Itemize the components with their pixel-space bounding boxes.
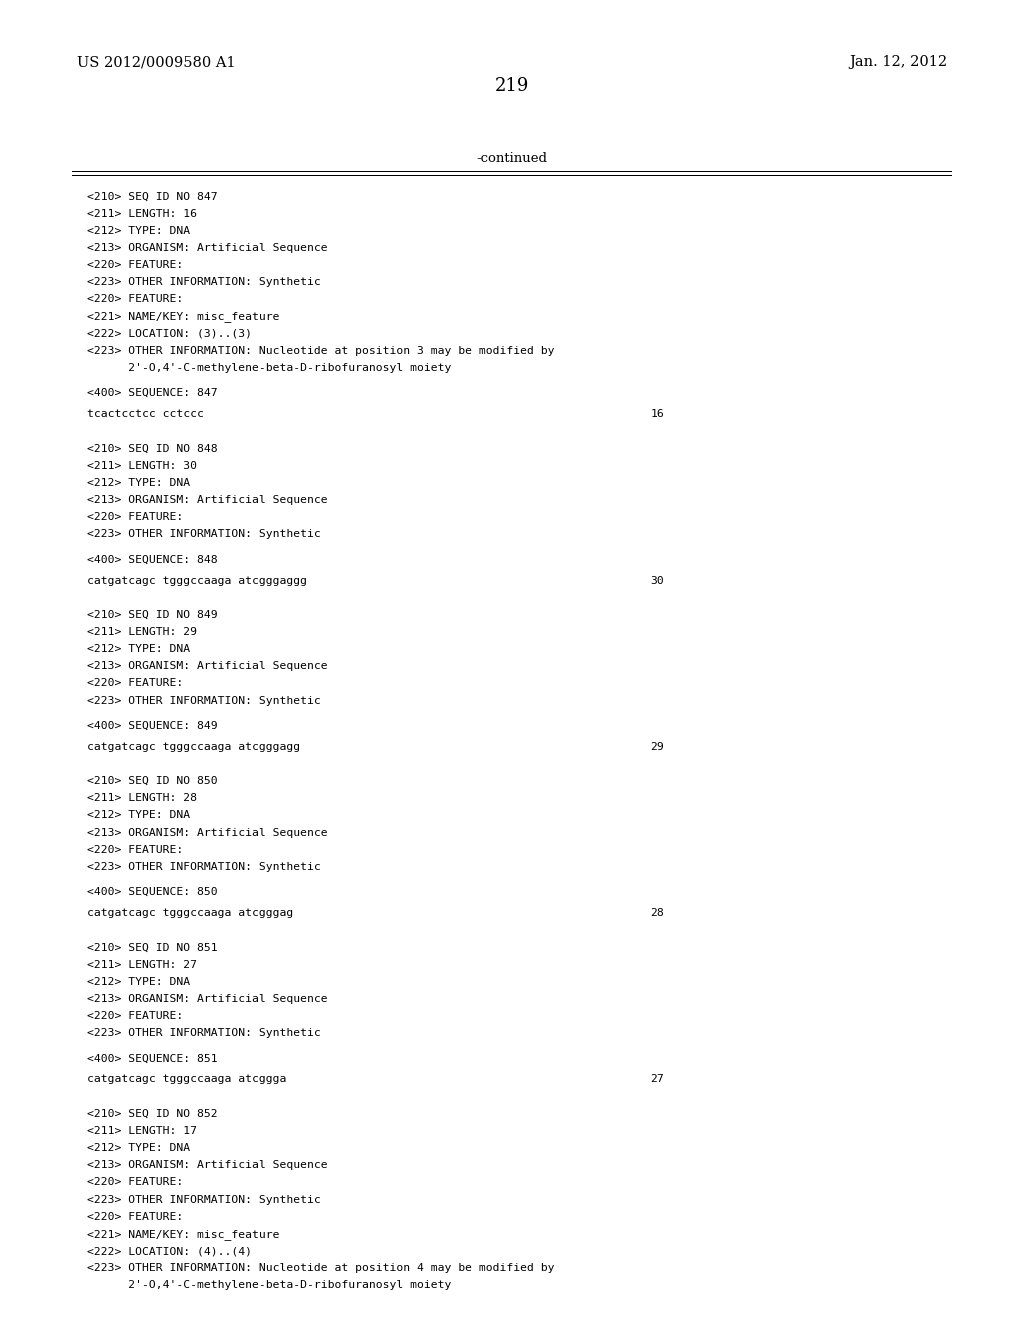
- Text: <223> OTHER INFORMATION: Synthetic: <223> OTHER INFORMATION: Synthetic: [87, 696, 321, 706]
- Text: <400> SEQUENCE: 851: <400> SEQUENCE: 851: [87, 1053, 218, 1064]
- Text: <220> FEATURE:: <220> FEATURE:: [87, 1177, 183, 1188]
- Text: catgatcagc tgggccaaga atcgggagg: catgatcagc tgggccaaga atcgggagg: [87, 742, 300, 752]
- Text: <221> NAME/KEY: misc_feature: <221> NAME/KEY: misc_feature: [87, 1229, 280, 1239]
- Text: <212> TYPE: DNA: <212> TYPE: DNA: [87, 1143, 190, 1154]
- Text: <223> OTHER INFORMATION: Synthetic: <223> OTHER INFORMATION: Synthetic: [87, 277, 321, 288]
- Text: <213> ORGANISM: Artificial Sequence: <213> ORGANISM: Artificial Sequence: [87, 828, 328, 838]
- Text: <210> SEQ ID NO 849: <210> SEQ ID NO 849: [87, 610, 218, 620]
- Text: <223> OTHER INFORMATION: Synthetic: <223> OTHER INFORMATION: Synthetic: [87, 529, 321, 540]
- Text: <220> FEATURE:: <220> FEATURE:: [87, 1212, 183, 1222]
- Text: <210> SEQ ID NO 847: <210> SEQ ID NO 847: [87, 191, 218, 202]
- Text: <223> OTHER INFORMATION: Synthetic: <223> OTHER INFORMATION: Synthetic: [87, 1195, 321, 1205]
- Text: <221> NAME/KEY: misc_feature: <221> NAME/KEY: misc_feature: [87, 312, 280, 322]
- Text: 27: 27: [650, 1074, 664, 1085]
- Text: <210> SEQ ID NO 851: <210> SEQ ID NO 851: [87, 942, 218, 953]
- Text: <210> SEQ ID NO 850: <210> SEQ ID NO 850: [87, 776, 218, 787]
- Text: <212> TYPE: DNA: <212> TYPE: DNA: [87, 478, 190, 488]
- Text: 2'-O,4'-C-methylene-beta-D-ribofuranosyl moiety: 2'-O,4'-C-methylene-beta-D-ribofuranosyl…: [87, 363, 452, 374]
- Text: <223> OTHER INFORMATION: Nucleotide at position 3 may be modified by: <223> OTHER INFORMATION: Nucleotide at p…: [87, 346, 555, 356]
- Text: <223> OTHER INFORMATION: Synthetic: <223> OTHER INFORMATION: Synthetic: [87, 1028, 321, 1039]
- Text: 219: 219: [495, 77, 529, 95]
- Text: <212> TYPE: DNA: <212> TYPE: DNA: [87, 226, 190, 236]
- Text: <400> SEQUENCE: 848: <400> SEQUENCE: 848: [87, 554, 218, 565]
- Text: 29: 29: [650, 742, 664, 752]
- Text: <213> ORGANISM: Artificial Sequence: <213> ORGANISM: Artificial Sequence: [87, 243, 328, 253]
- Text: -continued: -continued: [476, 152, 548, 165]
- Text: catgatcagc tgggccaaga atcgggag: catgatcagc tgggccaaga atcgggag: [87, 908, 293, 919]
- Text: <222> LOCATION: (4)..(4): <222> LOCATION: (4)..(4): [87, 1246, 252, 1257]
- Text: <211> LENGTH: 27: <211> LENGTH: 27: [87, 960, 197, 970]
- Text: <211> LENGTH: 16: <211> LENGTH: 16: [87, 209, 197, 219]
- Text: tcactcctcc cctccc: tcactcctcc cctccc: [87, 409, 204, 420]
- Text: US 2012/0009580 A1: US 2012/0009580 A1: [77, 55, 236, 70]
- Text: <220> FEATURE:: <220> FEATURE:: [87, 678, 183, 689]
- Text: catgatcagc tgggccaaga atcgggaggg: catgatcagc tgggccaaga atcgggaggg: [87, 576, 307, 586]
- Text: <222> LOCATION: (3)..(3): <222> LOCATION: (3)..(3): [87, 329, 252, 339]
- Text: <220> FEATURE:: <220> FEATURE:: [87, 845, 183, 855]
- Text: <220> FEATURE:: <220> FEATURE:: [87, 1011, 183, 1022]
- Text: 2'-O,4'-C-methylene-beta-D-ribofuranosyl moiety: 2'-O,4'-C-methylene-beta-D-ribofuranosyl…: [87, 1280, 452, 1291]
- Text: <220> FEATURE:: <220> FEATURE:: [87, 294, 183, 305]
- Text: <213> ORGANISM: Artificial Sequence: <213> ORGANISM: Artificial Sequence: [87, 495, 328, 506]
- Text: <212> TYPE: DNA: <212> TYPE: DNA: [87, 977, 190, 987]
- Text: <212> TYPE: DNA: <212> TYPE: DNA: [87, 644, 190, 655]
- Text: <211> LENGTH: 28: <211> LENGTH: 28: [87, 793, 197, 804]
- Text: <211> LENGTH: 30: <211> LENGTH: 30: [87, 461, 197, 471]
- Text: <210> SEQ ID NO 848: <210> SEQ ID NO 848: [87, 444, 218, 454]
- Text: <220> FEATURE:: <220> FEATURE:: [87, 260, 183, 271]
- Text: <400> SEQUENCE: 849: <400> SEQUENCE: 849: [87, 721, 218, 731]
- Text: Jan. 12, 2012: Jan. 12, 2012: [849, 55, 947, 70]
- Text: <213> ORGANISM: Artificial Sequence: <213> ORGANISM: Artificial Sequence: [87, 1160, 328, 1171]
- Text: <223> OTHER INFORMATION: Nucleotide at position 4 may be modified by: <223> OTHER INFORMATION: Nucleotide at p…: [87, 1263, 555, 1274]
- Text: <213> ORGANISM: Artificial Sequence: <213> ORGANISM: Artificial Sequence: [87, 994, 328, 1005]
- Text: catgatcagc tgggccaaga atcggga: catgatcagc tgggccaaga atcggga: [87, 1074, 287, 1085]
- Text: <211> LENGTH: 29: <211> LENGTH: 29: [87, 627, 197, 638]
- Text: <220> FEATURE:: <220> FEATURE:: [87, 512, 183, 523]
- Text: <212> TYPE: DNA: <212> TYPE: DNA: [87, 810, 190, 821]
- Text: 28: 28: [650, 908, 664, 919]
- Text: <213> ORGANISM: Artificial Sequence: <213> ORGANISM: Artificial Sequence: [87, 661, 328, 672]
- Text: 16: 16: [650, 409, 664, 420]
- Text: 30: 30: [650, 576, 664, 586]
- Text: <210> SEQ ID NO 852: <210> SEQ ID NO 852: [87, 1109, 218, 1119]
- Text: <211> LENGTH: 17: <211> LENGTH: 17: [87, 1126, 197, 1137]
- Text: <400> SEQUENCE: 847: <400> SEQUENCE: 847: [87, 388, 218, 399]
- Text: <223> OTHER INFORMATION: Synthetic: <223> OTHER INFORMATION: Synthetic: [87, 862, 321, 873]
- Text: <400> SEQUENCE: 850: <400> SEQUENCE: 850: [87, 887, 218, 898]
